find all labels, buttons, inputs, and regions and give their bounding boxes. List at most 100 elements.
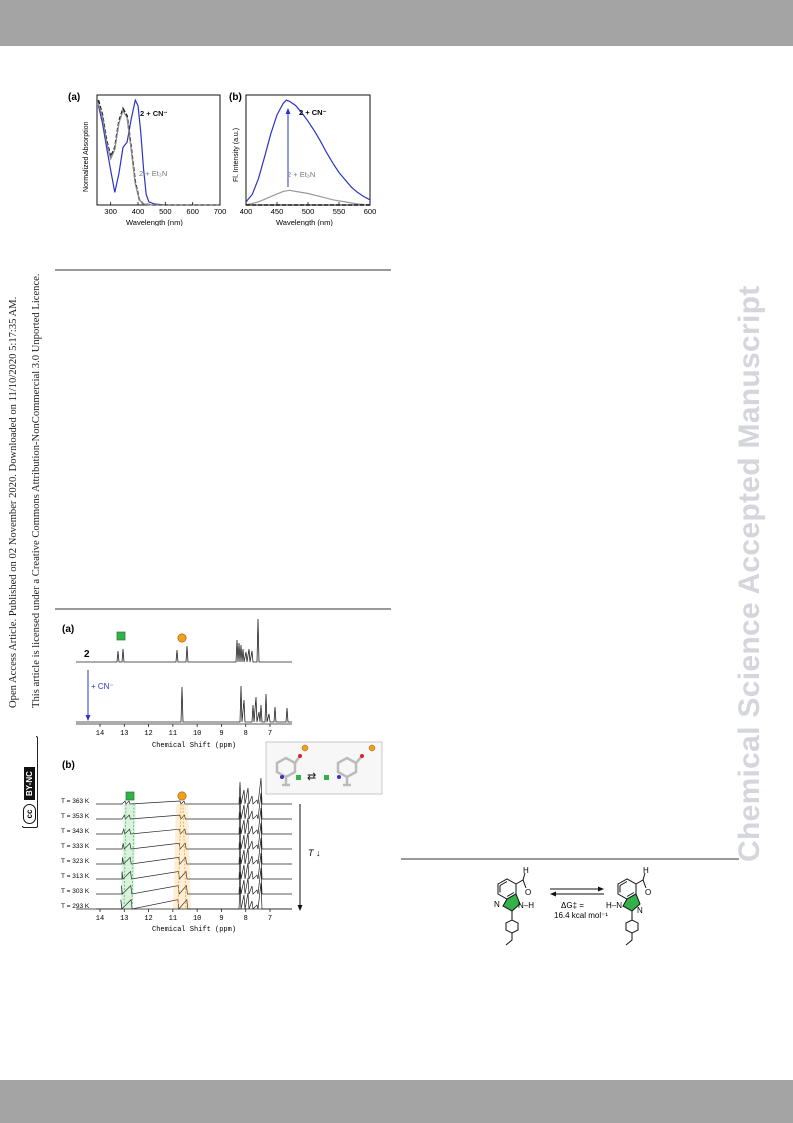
forward-arrowhead (598, 886, 604, 892)
tick-label: 550 (333, 207, 346, 216)
temperature-label: T = 323 K (61, 858, 90, 865)
energy-label-2: 16.4 kcal mol⁻¹ (554, 911, 608, 920)
left-nh: N–H (518, 901, 534, 910)
tick-label: 400 (132, 207, 145, 216)
panel-a-ylabel: Normalized Absorption (83, 121, 90, 192)
panel-a-xlabel: Wavelength (nm) (126, 218, 183, 226)
ppm-tick-label: 14 (96, 730, 104, 738)
nmr-panel-b-xticks: 14 13 12 11 10 9 8 7 (96, 909, 272, 923)
ppm-tick-label: 13 (120, 915, 128, 923)
ppm-tick-label: 10 (193, 915, 201, 923)
panel-b-xticks: 400 450 500 550 600 (240, 202, 377, 216)
header-band (0, 0, 793, 46)
nmr-cn-arrowhead (85, 715, 91, 721)
panel-a-xticks: 300 400 500 600 700 (104, 202, 226, 216)
panel-b-arrowhead (285, 108, 291, 114)
series-line-1 (245, 189, 371, 206)
inset-left-o (298, 754, 302, 758)
license-notice[interactable]: This article is licensed under a Creativ… (31, 273, 42, 708)
ppm-tick-label: 12 (144, 915, 152, 923)
nh-marker-square (116, 631, 126, 641)
cc-license-badge[interactable]: cc BY-NC (22, 736, 38, 828)
ppm-tick-label: 7 (268, 730, 272, 738)
series-line-2 (97, 103, 220, 206)
right-tautomer (617, 872, 647, 900)
license-terms: BY-NC (23, 767, 35, 800)
panel-b-ylabel: Fl. Intensity (a.u.) (233, 128, 240, 182)
vt-trace (96, 792, 292, 820)
vt-trace (96, 777, 292, 805)
vt-trace (96, 807, 292, 835)
tick-label: 500 (159, 207, 172, 216)
ppm-tick-label: 11 (169, 915, 177, 923)
panel-a-series (97, 98, 220, 206)
panel-b-xlabel: Wavelength (nm) (276, 218, 333, 226)
vt-trace (96, 882, 292, 910)
vt-nmr-traces: T = 363 K T = 353 K T = 343 K T = 333 K T = … (61, 777, 292, 910)
right-o: O (645, 888, 651, 897)
left-tautomer (497, 872, 527, 900)
footer-band (0, 1080, 793, 1123)
accepted-manuscript-watermark: Chemical Science Accepted Manuscript (733, 285, 766, 862)
tick-label: 600 (364, 207, 377, 216)
vt-trace (96, 822, 292, 850)
temperature-label: T = 343 K (61, 828, 90, 835)
series-line-0 (245, 99, 371, 203)
panel-b-annot-et3n: 2 + Et₃N (287, 170, 315, 179)
left-n: N (494, 900, 500, 909)
left-h-top: H (523, 866, 529, 875)
nmr-panel-b-xlabel: Chemical Shift (ppm) (152, 926, 236, 934)
nmr-trace-compound-label: 2 (84, 649, 90, 660)
ppm-tick-label: 11 (169, 730, 177, 738)
nmr-panel-a-xlabel: Chemical Shift (ppm) (152, 742, 236, 750)
temperature-label: T = 303 K (61, 888, 90, 895)
figure-divider-2 (55, 608, 391, 610)
cc-icon: cc (22, 804, 36, 824)
tick-label: 450 (271, 207, 284, 216)
left-aryl (505, 911, 519, 946)
nh-highlight-band (121, 804, 136, 909)
ppm-tick-label: 12 (144, 730, 152, 738)
tick-label: 600 (186, 207, 199, 216)
temperature-label: T = 293 K (61, 903, 90, 910)
tick-label: 300 (104, 207, 117, 216)
cho-marker-circle (177, 633, 187, 643)
nmr-trace-compound-2 (76, 618, 292, 663)
temperature-arrowhead (297, 905, 303, 911)
cho-guide-lines (177, 803, 187, 910)
panel-a-label: (a) (68, 92, 80, 103)
nmr-trace-with-cyanide (76, 685, 292, 723)
panel-b-annot-cn: 2 + CN⁻ (299, 108, 327, 117)
inset-right-orange (368, 744, 376, 752)
open-access-notice: Open Access Article. Published on 02 Nov… (8, 296, 19, 708)
panel-a-annot-et3n: 2 + Et₃N (139, 169, 167, 178)
inset-left-green (296, 775, 301, 780)
ppm-tick-label: 14 (96, 915, 104, 923)
vt-trace (96, 852, 292, 880)
spectra-figure: (a) Normalized Absorption 300 400 500 600 70… (68, 92, 377, 226)
ppm-tick-label: 7 (268, 915, 272, 923)
back-arrowhead (550, 891, 556, 897)
right-aryl (625, 911, 639, 946)
right-hn: H–N (606, 901, 622, 910)
ppm-tick-label: 13 (120, 730, 128, 738)
inset-right-o (360, 754, 364, 758)
vt-trace (96, 837, 292, 865)
nmr-panel-a-xticks: 14 13 12 11 10 9 8 7 (96, 724, 272, 738)
temperature-label: T = 363 K (61, 798, 90, 805)
ppm-tick-label: 8 (244, 915, 248, 923)
series-line-0 (97, 98, 220, 206)
inset-equilibrium-arrows: ⇄ (307, 771, 316, 783)
nmr-panel-b-label: (b) (62, 760, 75, 771)
right-h-top: H (643, 866, 649, 875)
nmr-panel-a-label: (a) (62, 624, 74, 635)
tick-label: 400 (240, 207, 253, 216)
inset-left-orange (301, 744, 309, 752)
left-o: O (525, 888, 531, 897)
inset-right-n (337, 775, 341, 779)
temperature-label: T = 333 K (61, 843, 90, 850)
scheme-divider (401, 858, 739, 860)
cho-highlight-band (173, 804, 191, 909)
ppm-tick-label: 8 (244, 730, 248, 738)
energy-label-1: ΔG‡ = (561, 901, 584, 910)
